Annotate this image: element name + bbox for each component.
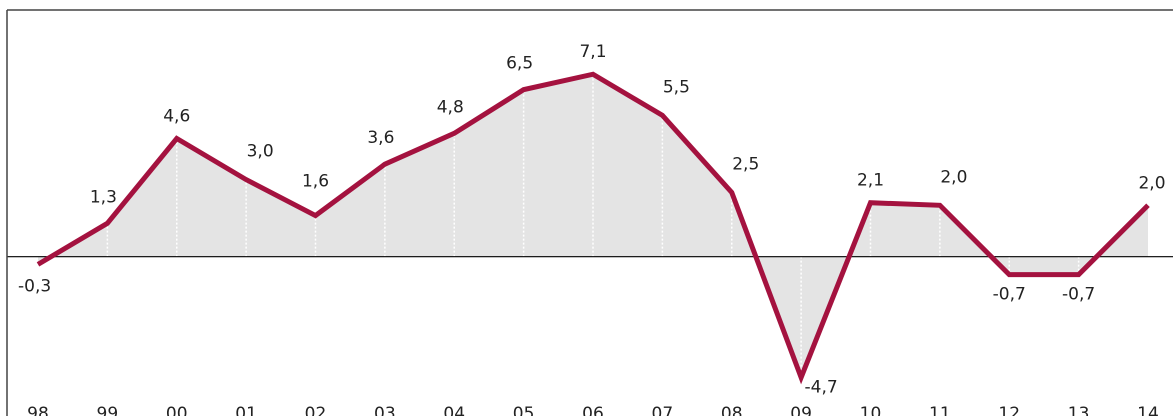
data-label: 5,5 [663,77,690,97]
data-label: -0,7 [1062,285,1095,305]
x-tick-label: 13 [1068,404,1090,416]
x-tick-label: 11 [929,404,951,416]
x-tick-label: 05 [513,404,535,416]
data-label: 1,6 [302,172,329,192]
x-tick-label: 00 [166,404,188,416]
x-tick-label: 09 [790,404,812,416]
data-label: -0,7 [993,285,1026,305]
x-tick-label: 06 [582,404,604,416]
area [38,74,1148,378]
data-label: 2,0 [940,167,967,187]
x-tick-label: 10 [860,404,882,416]
x-tick-label: 02 [305,404,327,416]
x-tick-label: 98 [27,404,49,416]
line [36,71,1150,385]
data-label: -0,3 [18,276,51,296]
data-label: 3,0 [247,142,274,162]
x-tick-label: 04 [443,404,465,416]
x-tick-label: 07 [652,404,674,416]
x-tick-label: 01 [235,404,257,416]
data-label: 6,5 [506,54,533,74]
x-tick-label: 14 [1137,404,1159,416]
data-label: 2,0 [1138,173,1165,193]
data-label: 4,6 [163,106,190,126]
data-label: 3,6 [367,128,394,148]
data-label: -4,7 [805,377,838,397]
data-label: 7,1 [579,42,606,62]
data-label: 2,1 [857,171,884,191]
data-label: 1,3 [90,187,117,207]
data-label: 2,5 [732,154,759,174]
x-tick-label: 12 [998,404,1020,416]
x-tick-label: 08 [721,404,743,416]
x-tick-label: 99 [97,404,119,416]
x-tick-label: 03 [374,404,396,416]
data-label: 4,8 [437,97,464,117]
